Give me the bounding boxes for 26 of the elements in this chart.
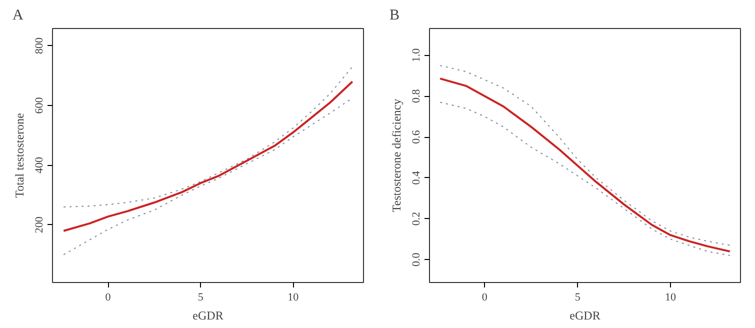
y-tick-label: 1.0 (410, 48, 422, 62)
x-tick-label: 5 (574, 292, 581, 304)
y-tick-label: 0.8 (410, 88, 422, 104)
x-axis-title: eGDR (570, 308, 600, 322)
y-tick-label: 400 (34, 156, 46, 174)
line-series (63, 66, 353, 208)
line-series (440, 102, 730, 256)
line-series (62, 80, 354, 232)
x-tick-label: 10 (288, 292, 300, 304)
x-tick-label: 0 (482, 292, 488, 304)
y-tick-label: 0.0 (410, 252, 422, 266)
y-tick-label: 800 (34, 37, 46, 54)
x-tick-label: 5 (198, 292, 204, 304)
y-tick-label: 600 (34, 96, 46, 114)
y-tick-label: 0.2 (410, 212, 422, 226)
line-series (63, 98, 353, 256)
x-tick-label: 10 (664, 292, 676, 304)
x-tick-label: 0 (105, 292, 112, 304)
y-tick-label: 0.4 (410, 170, 422, 185)
chart-title: A (12, 8, 24, 24)
y-tick-label: 200 (34, 216, 46, 234)
chart-title: B (390, 8, 400, 24)
y-axis-title: Testosterone deficiency (390, 98, 404, 212)
y-axis-title: Total testosterone (12, 113, 26, 198)
y-tick-label: 0.6 (410, 130, 422, 144)
x-axis-title: eGDR (192, 308, 224, 322)
